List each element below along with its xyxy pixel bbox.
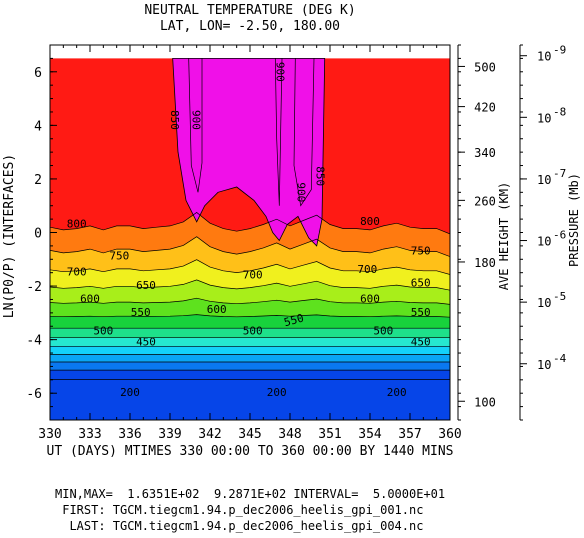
pressure-axis-label: PRESSURE (Mb) [567,173,581,267]
x-tick-label: 336 [118,427,141,442]
x-tick-label: 360 [438,427,461,442]
x-tick-label: 342 [198,427,221,442]
contour-label: 550 [283,312,306,330]
pressure-tick-label: 10 [537,111,551,125]
y-tick-label: -2 [26,280,42,295]
contour-label: 200 [120,386,140,399]
contour-label: 650 [136,279,156,292]
contour-label: 700 [67,266,87,279]
height-tick-label: 100 [474,395,496,409]
isoline-700 [50,259,450,275]
contour-label: 850 [313,166,326,186]
x-tick-label: 330 [38,427,61,442]
height-axis-label: AVE HEIGHT (KM) [497,182,511,290]
y-tick-label: 2 [34,173,42,188]
contour-label: 500 [373,325,393,338]
height-tick-label: 180 [474,256,496,270]
pressure-tick-label: 10 [537,50,551,64]
isoline-750 [50,236,450,257]
contour-label: 200 [267,386,287,399]
contour-label: 600 [80,292,100,305]
isoline-900-ridge [274,58,283,206]
contour-line-layer [50,58,450,380]
y-axis-label: LN(P0/P) (INTERFACES) [2,154,17,318]
pressure-tick-exponent: -8 [553,105,566,118]
contour-label: 700 [243,268,263,281]
contour-label: 900 [189,110,202,130]
y-tick-label: 4 [34,119,42,134]
pressure-tick-label: 10 [537,173,551,187]
pressure-tick-exponent: -4 [553,352,567,365]
contour-label: 700 [357,263,377,276]
y-tick-label: 6 [34,66,42,81]
contour-label: 750 [109,250,129,263]
pressure-tick-exponent: -9 [553,44,566,57]
contour-label: 500 [93,325,113,338]
chart-title: NEUTRAL TEMPERATURE (DEG K) [144,3,355,18]
isoline-600 [50,297,450,305]
y-tick-label: -4 [26,334,42,349]
height-tick-label: 500 [474,60,496,74]
contour-label: 450 [136,335,156,348]
height-tick-label: 340 [474,146,496,160]
x-tick-label: 351 [318,427,341,442]
band-900 [172,58,326,247]
contour-label-layer: 850 900 900 900 850 800 800 750 750 700 700 700 650 6… [67,62,431,399]
isoline-550 [50,314,450,318]
contour-label: 800 [67,217,87,230]
contour-label: 900 [273,62,286,82]
contour-label: 900 [295,182,308,202]
footer-first-file: FIRST: TGCM.tiegcm1.94.p_dec2006_heelis_… [55,503,424,517]
x-tick-label: 348 [278,427,301,442]
contour-label: 800 [360,215,380,228]
pressure-tick-label: 10 [537,358,551,372]
pressure-tick-label: 10 [537,296,551,310]
contour-fill-layer [50,45,450,420]
x-tick-label: 354 [358,427,382,442]
axis-layer: 330 333 336 339 342 345 348 351 354 357 360 -6 -4 -2 0… [26,44,566,442]
contour-label: 750 [411,244,431,257]
y-tick-label: 0 [34,227,42,242]
isoline-900-right [293,58,315,207]
pressure-tick-exponent: -6 [553,229,566,242]
height-tick-label: 420 [474,101,496,115]
x-axis-label: UT (DAYS) MTIMES 330 00:00 TO 360 00:00 … [47,444,454,459]
x-tick-label: 333 [78,427,101,442]
pressure-tick-exponent: -5 [553,290,566,303]
pressure-tick-label: 10 [537,235,551,249]
contour-label: 550 [131,306,151,319]
contour-label: 600 [207,303,227,316]
height-tick-label: 260 [474,194,496,208]
contour-label: 650 [411,276,431,289]
isoline-650 [50,279,450,291]
x-tick-label: 339 [158,427,181,442]
contour-label: 600 [360,292,380,305]
contour-label: 550 [411,306,431,319]
y-tick-label: -6 [26,387,42,402]
pressure-tick-exponent: -7 [553,167,566,180]
footer-last-file: LAST: TGCM.tiegcm1.94.p_dec2006_heelis_g… [55,519,424,533]
contour-label: 850 [168,110,181,130]
x-tick-label: 357 [398,427,421,442]
footer-minmax: MIN,MAX= 1.6351E+02 9.2871E+02 INTERVAL=… [55,487,446,501]
isoline-800 [50,212,450,235]
contour-label: 200 [387,386,407,399]
isoline-900-left [188,58,203,193]
chart-subtitle: LAT, LON= -2.50, 180.00 [160,19,340,34]
x-tick-label: 345 [238,427,261,442]
contour-label: 450 [411,335,431,348]
contour-label: 500 [243,325,263,338]
